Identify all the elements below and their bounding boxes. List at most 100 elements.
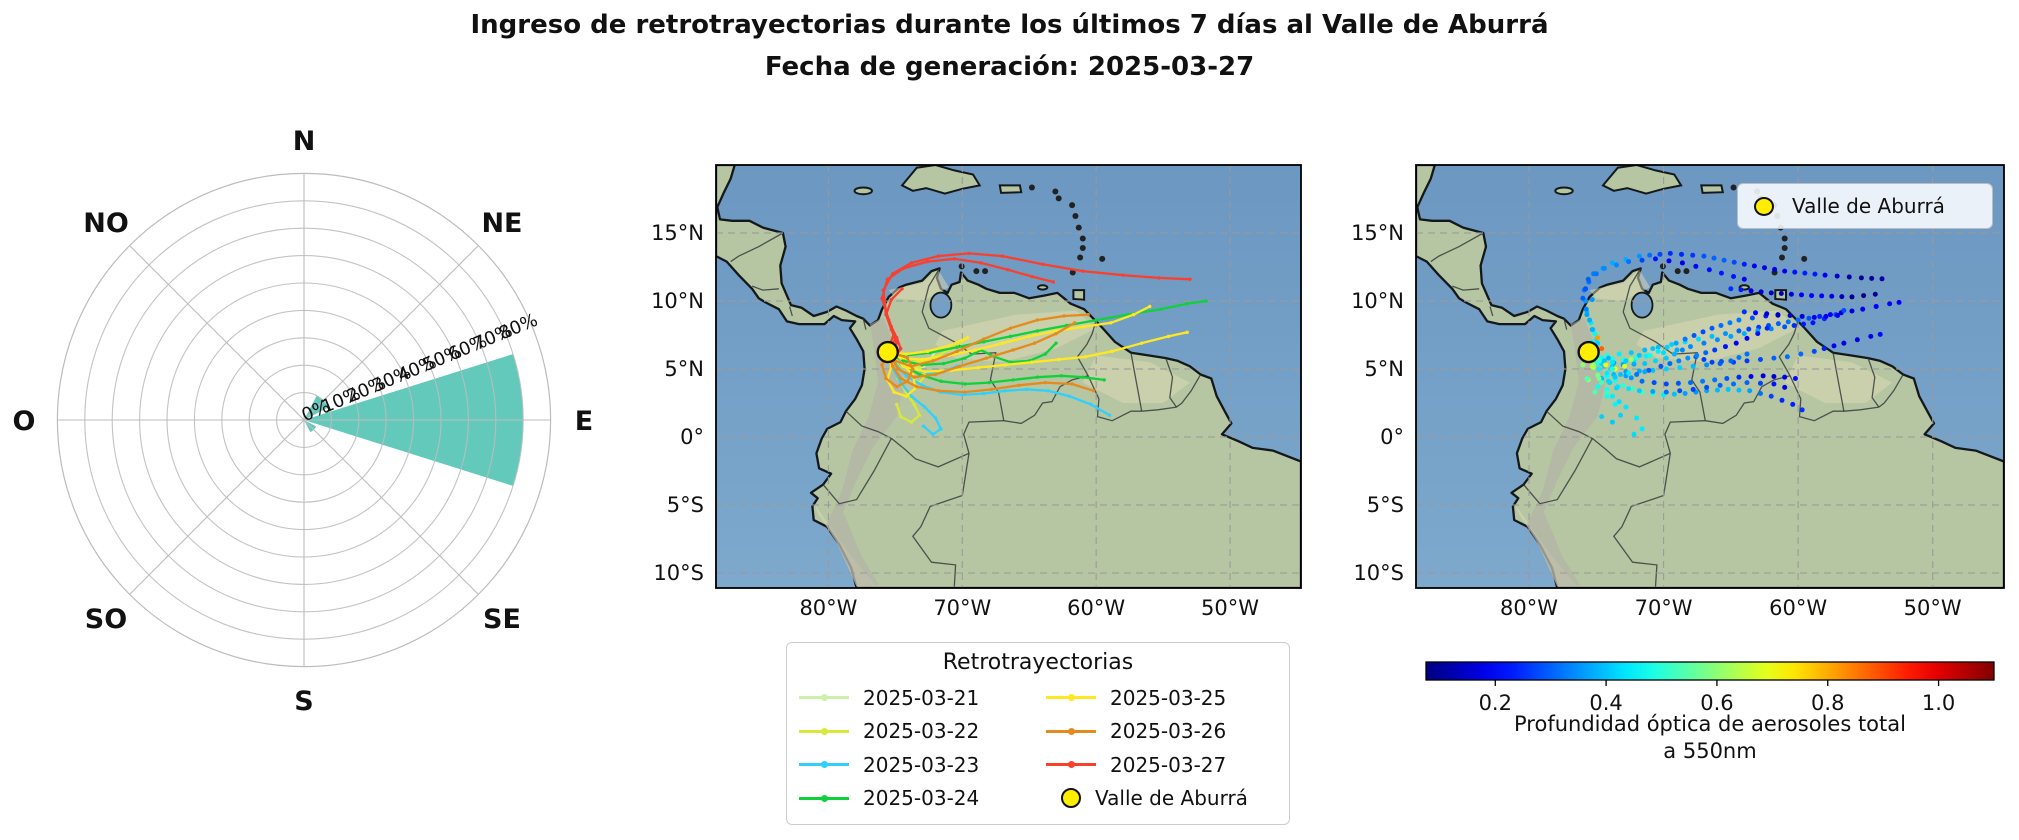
aod-scatter-point [1653, 358, 1659, 364]
aod-scatter-point [1748, 374, 1754, 379]
trajectory-point [976, 365, 981, 370]
windrose-compass-label-SO: SO [85, 604, 127, 635]
aod-scatter-point [1691, 332, 1697, 338]
lat-tick-label: 10°S [1353, 561, 1404, 585]
trajectory-point [1027, 334, 1031, 339]
trajectories-map-content [716, 165, 1301, 588]
island-jamaica [1554, 186, 1574, 196]
legend-entry-label: 2025-03-26 [1110, 719, 1227, 744]
aod-scatter-point [1785, 319, 1791, 325]
aod-scatter-point [1795, 317, 1801, 323]
andes-mountains [1526, 317, 1606, 587]
aod-scatter-point [1712, 347, 1718, 353]
aod-scatter-point [1736, 354, 1742, 360]
andes-mountains [825, 317, 905, 587]
aod-scatter-point [1601, 265, 1607, 271]
aod-scatter-point [1618, 412, 1624, 418]
trajectory-point [936, 389, 940, 393]
aod-scatter-point [1700, 378, 1706, 384]
country-border [1430, 232, 1484, 263]
trajectory-point [920, 357, 924, 362]
country-border [862, 318, 867, 330]
trajectory-point [974, 348, 978, 352]
country-border [1546, 410, 1593, 439]
aod-scatter-point [1628, 356, 1634, 362]
aod-scatter-point [1755, 331, 1761, 337]
aod-scatter-point [1682, 336, 1688, 342]
trajectory-point [1035, 375, 1039, 379]
lon-tick-label: 70°W [933, 596, 991, 620]
trajectory-2025-03-26 [886, 321, 1076, 379]
aod-scatter-point [1580, 362, 1586, 368]
trajectory-point [911, 367, 915, 371]
trajectory-point [1067, 394, 1072, 398]
aod-scatter-point [1596, 366, 1602, 372]
island-trinidad [1072, 289, 1086, 301]
aod-map-legend: Valle de Aburrá [1737, 183, 1993, 229]
aod-scatter-point [1724, 376, 1730, 382]
aod-scatter-point [1819, 293, 1825, 299]
aod-scatter-point [1706, 267, 1712, 273]
trajectory-line-sample-icon [1046, 727, 1096, 735]
aod-scatter-point [1626, 259, 1632, 265]
trajectory-point [1110, 349, 1114, 354]
aod-scatter-point [1709, 359, 1715, 365]
trajectory-point [1008, 334, 1013, 339]
aod-scatter-point [1612, 374, 1618, 380]
aod-scatter-point [1799, 313, 1805, 319]
lon-tick-label: 80°W [799, 596, 857, 620]
aod-scatter-point [1653, 256, 1659, 262]
country-border [963, 420, 1004, 454]
trajectory-point [939, 379, 943, 383]
aod-scatter-point [1757, 391, 1763, 397]
legend-entry-2025-03-21: 2025-03-21 [791, 681, 1038, 715]
aod-scatter-point [1771, 374, 1777, 379]
trajectory-2025-03-26 [886, 313, 1090, 368]
trajectory-point [901, 359, 906, 363]
windrose-compass-label-NO: NO [83, 208, 129, 239]
aod-scatter-point [1801, 321, 1807, 327]
windrose-spoke [129, 419, 305, 595]
lat-tick-label: 15°N [1351, 221, 1404, 245]
trajectory-point [1054, 341, 1058, 345]
aod-scatter-point [1733, 340, 1739, 346]
trajectory-point [912, 375, 916, 379]
legend-entry-label: 2025-03-27 [1110, 752, 1227, 777]
aod-scatter-point [1584, 312, 1590, 318]
small-island-dot [1659, 263, 1666, 270]
aod-scatter-point [1704, 362, 1710, 368]
aod-scatter-point [1775, 321, 1781, 327]
trajectory-point [982, 340, 986, 344]
country-border [1832, 352, 1845, 412]
trajectory-point [885, 277, 890, 281]
aod-scatter-point [1613, 385, 1619, 391]
aod-scatter-point [1604, 370, 1610, 376]
trajectory-line-sample-icon [799, 727, 849, 735]
aod-scatter-point [1792, 269, 1798, 275]
aod-scatter-point [1592, 331, 1598, 337]
aod-scatter-point [1701, 253, 1707, 259]
trajectory-point [905, 379, 910, 383]
lon-tick-label: 70°W [1635, 596, 1693, 620]
trajectory-point [1051, 280, 1056, 284]
trajectory-point [1083, 355, 1088, 359]
aod-scatter-point [1650, 367, 1656, 373]
small-island-dot [1055, 195, 1062, 202]
country-border [1867, 357, 1880, 408]
country-border [1878, 374, 1904, 408]
trajectory-point [1046, 389, 1050, 393]
aod-scatter-point [1744, 380, 1750, 386]
aod-scatter-point [1731, 259, 1737, 265]
aod-scatter-point [1849, 294, 1855, 300]
trajectory-point [1008, 360, 1013, 364]
aod-scatter-point [1722, 331, 1728, 337]
trajectory-point [884, 312, 888, 317]
aod-scatter-point [1831, 343, 1837, 349]
trajectory-point [963, 390, 967, 394]
windrose-compass-label-O: O [13, 406, 36, 437]
aod-scatter-point [1661, 350, 1667, 356]
trajectory-point [889, 325, 894, 329]
colorbar-tick-label: 0.4 [1589, 691, 1622, 715]
aod-scatter-point [1811, 314, 1817, 320]
